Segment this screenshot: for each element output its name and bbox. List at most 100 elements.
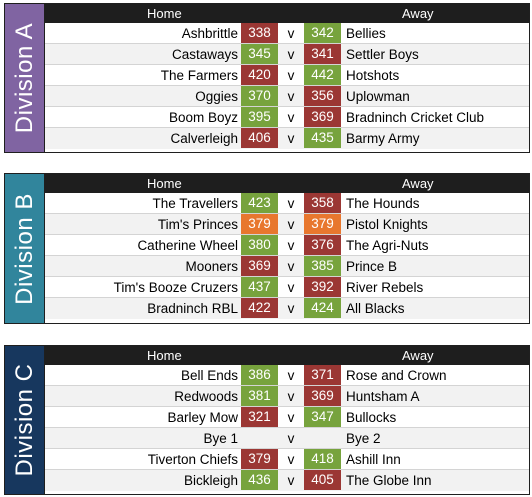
fixture-rows: The Travellers 423 v 358 The Hounds Tim's Pri… xyxy=(45,193,529,319)
home-column-header: Home xyxy=(147,6,182,21)
division-title: Division B xyxy=(10,192,38,305)
home-team-name: Bradninch RBL xyxy=(147,301,238,316)
versus-label: v xyxy=(287,238,295,253)
home-score: 436 xyxy=(241,470,278,490)
away-score: 405 xyxy=(304,470,341,490)
away-team-name: Rose and Crown xyxy=(346,368,447,383)
away-team-name: The Agri-Nuts xyxy=(346,238,429,253)
away-team-name: Bellies xyxy=(346,26,386,41)
home-score: 380 xyxy=(241,235,278,255)
away-team-name: Bullocks xyxy=(346,410,397,425)
home-team-name: Redwoods xyxy=(174,389,238,404)
away-score xyxy=(304,428,341,448)
away-score: 392 xyxy=(304,277,341,297)
away-score: 369 xyxy=(304,386,341,406)
away-score: 442 xyxy=(304,65,341,85)
division-label: Division A xyxy=(5,4,45,152)
home-score xyxy=(241,428,278,448)
away-team-name: Pistol Knights xyxy=(346,217,428,232)
fixture-row: Catherine Wheel 380 v 376 The Agri-Nuts xyxy=(45,235,529,256)
versus-label: v xyxy=(287,431,295,446)
home-score: 379 xyxy=(241,214,278,234)
fixture-row: Bickleigh 436 v 405 The Globe Inn xyxy=(45,470,529,491)
division-label: Division C xyxy=(5,346,45,494)
away-score: 356 xyxy=(304,86,341,106)
away-score: 379 xyxy=(304,214,341,234)
versus-label: v xyxy=(287,68,295,83)
home-score: 338 xyxy=(241,23,278,43)
fixture-row: Tim's Princes 379 v 379 Pistol Knights xyxy=(45,214,529,235)
versus-label: v xyxy=(287,410,295,425)
away-team-name: Bradninch Cricket Club xyxy=(346,110,485,125)
home-score: 345 xyxy=(241,44,278,64)
versus-label: v xyxy=(287,196,295,211)
division-table: Division C Home Away Bell Ends 386 v 371 Ros… xyxy=(4,345,530,495)
fixture-row: Calverleigh 406 v 435 Barmy Army xyxy=(45,128,529,149)
away-score: 424 xyxy=(304,298,341,318)
home-score: 423 xyxy=(241,193,278,213)
away-score: 369 xyxy=(304,107,341,127)
fixture-row: Bell Ends 386 v 371 Rose and Crown xyxy=(45,365,529,386)
versus-label: v xyxy=(287,280,295,295)
division-table: Division A Home Away Ashbrittle 338 v 342 Be… xyxy=(4,3,530,153)
versus-label: v xyxy=(287,473,295,488)
away-team-name: River Rebels xyxy=(346,280,424,295)
versus-label: v xyxy=(287,452,295,467)
home-score: 381 xyxy=(241,386,278,406)
fixture-row: Boom Boyz 395 v 369 Bradninch Cricket Club xyxy=(45,107,529,128)
home-team-name: Tiverton Chiefs xyxy=(147,452,238,467)
home-team-name: Barley Mow xyxy=(167,410,238,425)
home-score: 395 xyxy=(241,107,278,127)
away-team-name: Hotshots xyxy=(346,68,400,83)
away-team-name: Ashill Inn xyxy=(346,452,401,467)
versus-label: v xyxy=(287,131,295,146)
home-score: 321 xyxy=(241,407,278,427)
fixture-row: Tiverton Chiefs 379 v 418 Ashill Inn xyxy=(45,449,529,470)
away-team-name: Settler Boys xyxy=(346,47,419,62)
away-score: 342 xyxy=(304,23,341,43)
division-title: Division C xyxy=(10,363,38,477)
fixture-row: The Farmers 420 v 442 Hotshots xyxy=(45,65,529,86)
home-team-name: Bell Ends xyxy=(180,368,238,383)
versus-label: v xyxy=(287,389,295,404)
home-score: 386 xyxy=(241,365,278,385)
fixture-row: Ashbrittle 338 v 342 Bellies xyxy=(45,23,529,44)
away-score: 341 xyxy=(304,44,341,64)
home-team-name: Mooners xyxy=(185,259,238,274)
away-score: 435 xyxy=(304,128,341,148)
table-header: Home Away xyxy=(45,174,529,193)
away-team-name: Uplowman xyxy=(346,89,410,104)
away-score: 371 xyxy=(304,365,341,385)
versus-label: v xyxy=(287,26,295,41)
fixture-row: Bye 1 v Bye 2 xyxy=(45,428,529,449)
home-team-name: Tim's Princes xyxy=(157,217,238,232)
home-score: 370 xyxy=(241,86,278,106)
fixture-row: Barley Mow 321 v 347 Bullocks xyxy=(45,407,529,428)
home-team-name: Oggies xyxy=(195,89,238,104)
away-team-name: The Hounds xyxy=(346,196,420,211)
home-score: 420 xyxy=(241,65,278,85)
table-header: Home Away xyxy=(45,346,529,365)
home-score: 379 xyxy=(241,449,278,469)
home-score: 369 xyxy=(241,256,278,276)
versus-label: v xyxy=(287,301,295,316)
away-team-name: Prince B xyxy=(346,259,398,274)
away-team-name: Huntsham A xyxy=(346,389,420,404)
division-label: Division B xyxy=(5,174,45,323)
away-team-name: Barmy Army xyxy=(346,131,420,146)
fixture-row: Oggies 370 v 356 Uplowman xyxy=(45,86,529,107)
home-team-name: Calverleigh xyxy=(170,131,238,146)
versus-label: v xyxy=(287,217,295,232)
away-column-header: Away xyxy=(402,348,434,363)
fixture-row: Castaways 345 v 341 Settler Boys xyxy=(45,44,529,65)
division-title: Division A xyxy=(10,22,38,134)
versus-label: v xyxy=(287,259,295,274)
away-score: 358 xyxy=(304,193,341,213)
home-team-name: The Farmers xyxy=(160,68,238,83)
away-column-header: Away xyxy=(402,6,434,21)
versus-label: v xyxy=(287,89,295,104)
away-team-name: All Blacks xyxy=(346,301,405,316)
home-column-header: Home xyxy=(147,348,182,363)
home-team-name: Ashbrittle xyxy=(181,26,238,41)
versus-label: v xyxy=(287,110,295,125)
